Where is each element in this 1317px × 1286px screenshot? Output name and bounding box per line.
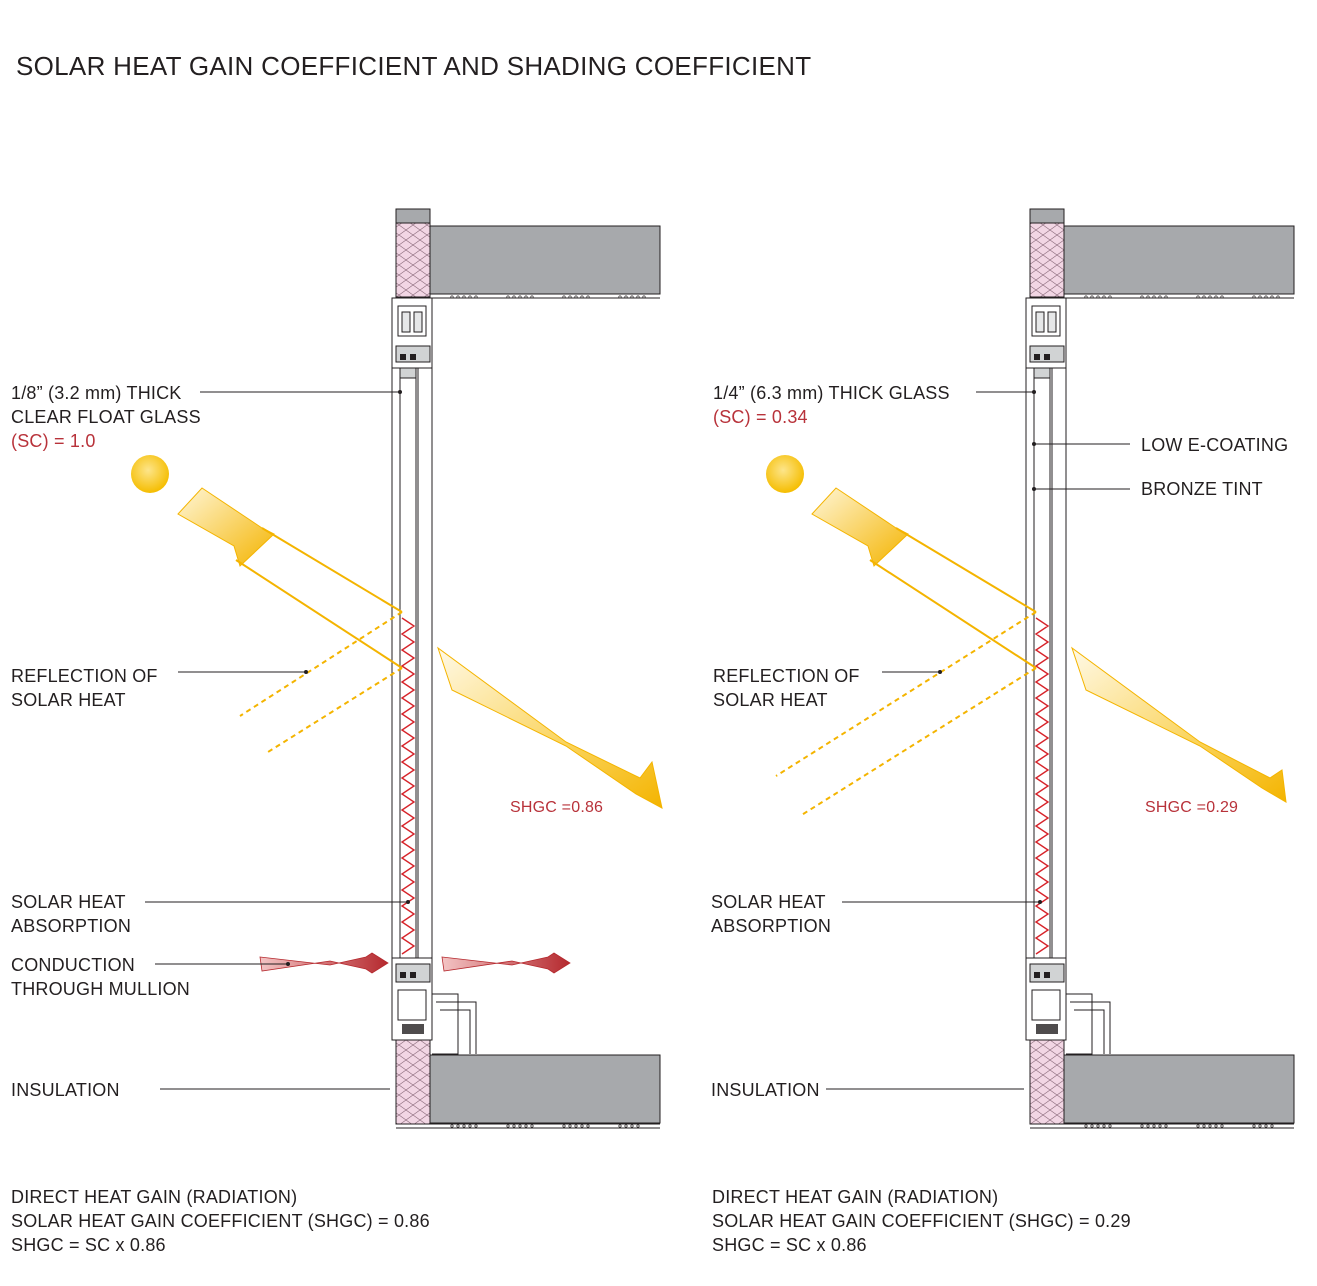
right-summary-3: SHGC = SC x 0.86	[712, 1235, 867, 1255]
right-absorption-label-2: ABSORPTION	[711, 916, 831, 936]
sun-icon-right	[766, 455, 804, 493]
right-sc-value: (SC) = 0.34	[713, 407, 808, 427]
transmitted-ray-right	[1071, 646, 1287, 803]
conduction-arrow-inside	[441, 952, 571, 974]
incoming-ray-right	[811, 487, 909, 567]
sun-icon	[131, 455, 169, 493]
right-tint-label: BRONZE TINT	[1141, 479, 1263, 499]
incoming-ray	[177, 487, 275, 567]
left-summary-2: SOLAR HEAT GAIN COEFFICIENT (SHGC) = 0.8…	[11, 1211, 430, 1231]
right-shgc-label: SHGC =0.29	[1145, 799, 1238, 816]
left-absorption-label-2: ABSORPTION	[11, 916, 131, 936]
left-panel: 1/8” (3.2 mm) THICK CLEAR FLOAT GLASS (S…	[11, 208, 663, 1255]
absorption-zigzag	[400, 617, 416, 955]
left-absorption-label-1: SOLAR HEAT	[11, 892, 126, 912]
insulation-bottom-right	[1029, 1039, 1065, 1125]
window-frame-right	[1025, 367, 1067, 959]
reflection-ray	[239, 611, 403, 717]
right-coating-label: LOW E-COATING	[1141, 435, 1288, 455]
left-conduction-label-2: THROUGH MULLION	[11, 979, 190, 999]
right-panel: 1/4” (6.3 mm) THICK GLASS (SC) = 0.34 LO…	[711, 208, 1295, 1255]
parapet-cap	[395, 208, 431, 224]
left-summary-1: DIRECT HEAT GAIN (RADIATION)	[11, 1187, 297, 1207]
slab-bottom	[429, 1054, 661, 1124]
insulation-top-right	[1029, 222, 1065, 298]
right-summary-1: DIRECT HEAT GAIN (RADIATION)	[712, 1187, 998, 1207]
left-summary-3: SHGC = SC x 0.86	[11, 1235, 166, 1255]
conduction-arrow-outside	[259, 952, 389, 974]
left-sc-value: (SC) = 1.0	[11, 431, 96, 451]
slab-top	[429, 225, 661, 295]
left-reflection-label-2: SOLAR HEAT	[11, 690, 126, 710]
left-conduction-label-1: CONDUCTION	[11, 955, 135, 975]
ceiling-dots	[450, 295, 646, 299]
left-insulation-label: INSULATION	[11, 1080, 120, 1100]
right-summary-2: SOLAR HEAT GAIN COEFFICIENT (SHGC) = 0.2…	[712, 1211, 1131, 1231]
right-reflection-label-2: SOLAR HEAT	[713, 690, 828, 710]
right-insulation-label: INSULATION	[711, 1080, 820, 1100]
slab-top-right	[1063, 225, 1295, 295]
right-glass-label: 1/4” (6.3 mm) THICK GLASS	[713, 383, 950, 403]
right-reflection-label-1: REFLECTION OF	[713, 666, 860, 686]
left-glass-label-2: CLEAR FLOAT GLASS	[11, 407, 201, 427]
transmitted-ray	[437, 646, 663, 809]
absorption-zigzag-right	[1034, 617, 1050, 955]
insulation-top	[395, 222, 431, 298]
left-glass-label-1: 1/8” (3.2 mm) THICK	[11, 383, 182, 403]
page-title: SOLAR HEAT GAIN COEFFICIENT AND SHADING …	[16, 51, 811, 81]
window-frame	[391, 367, 433, 959]
insulation-bottom	[395, 1039, 431, 1125]
reflection-ray-right	[775, 611, 1037, 777]
left-shgc-label: SHGC =0.86	[510, 799, 603, 816]
right-absorption-label-1: SOLAR HEAT	[711, 892, 826, 912]
left-reflection-label-1: REFLECTION OF	[11, 666, 158, 686]
